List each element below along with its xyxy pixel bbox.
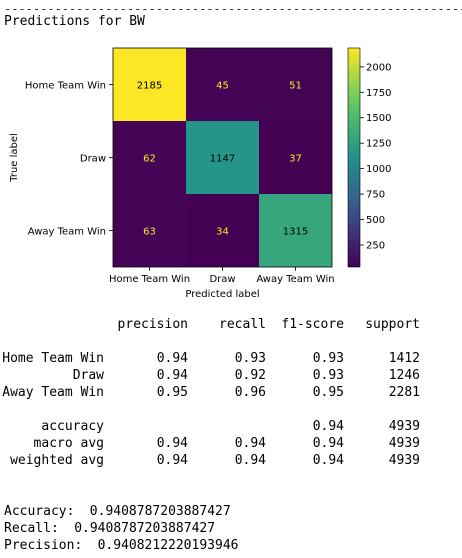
report-header: precision bbox=[117, 317, 188, 332]
colorbar-tick-label: 1750 bbox=[366, 88, 391, 99]
report-row-label: Home Team Win bbox=[2, 351, 104, 366]
report-summary-label: macro avg bbox=[33, 436, 104, 451]
report-cell: 4939 bbox=[388, 436, 420, 451]
heatmap-cell bbox=[259, 194, 332, 267]
colorbar-tick-label: 1500 bbox=[366, 113, 391, 124]
cell-value: 34 bbox=[216, 227, 229, 238]
heatmap-cell bbox=[186, 48, 259, 121]
report-cell: 4939 bbox=[388, 453, 420, 468]
y-tick-label: Draw bbox=[80, 154, 106, 165]
report-cell: 0.94 bbox=[156, 436, 188, 451]
report-cell: 0.93 bbox=[312, 351, 344, 366]
colorbar-tick-label: 2000 bbox=[366, 62, 391, 73]
heatmap-cell bbox=[186, 194, 259, 267]
report-header: support bbox=[365, 317, 420, 332]
report-cell: 0.94 bbox=[156, 368, 188, 383]
report-cell: 0.94 bbox=[312, 419, 344, 434]
report-cell: 0.94 bbox=[312, 453, 344, 468]
cell-value: 63 bbox=[143, 227, 156, 238]
cell-value: 2185 bbox=[137, 81, 162, 92]
report-cell: 0.94 bbox=[156, 351, 188, 366]
colorbar-tick-label: 750 bbox=[366, 190, 385, 201]
report-cell: 0.94 bbox=[234, 453, 266, 468]
x-tick-label: Away Team Win bbox=[256, 274, 334, 285]
metric-value: 0.9408787203887427 bbox=[74, 521, 216, 536]
metric-label: Precision: bbox=[4, 538, 83, 553]
x-axis-label: Predicted label bbox=[185, 289, 259, 300]
cell-value: 62 bbox=[143, 154, 156, 165]
metric-value: 0.9408787203887427 bbox=[89, 504, 231, 519]
y-tick-label: Home Team Win bbox=[25, 81, 106, 92]
colorbar-tick-label: 500 bbox=[366, 215, 385, 226]
x-tick-label: Home Team Win bbox=[109, 274, 190, 285]
colorbar bbox=[347, 47, 361, 268]
report-cell: 4939 bbox=[388, 419, 420, 434]
heatmap-cell bbox=[186, 121, 259, 194]
heatmap-cell bbox=[113, 48, 186, 121]
report-summary-label: weighted avg bbox=[10, 453, 104, 468]
report-cell: 2281 bbox=[388, 385, 420, 400]
y-tick-label: Away Team Win bbox=[28, 227, 106, 238]
heatmap-cell bbox=[113, 121, 186, 194]
heatmap-cell bbox=[113, 194, 186, 267]
report-cell: 0.95 bbox=[156, 385, 188, 400]
colorbar-tick-label: 250 bbox=[366, 241, 385, 252]
colorbar-tick-label: 1250 bbox=[366, 139, 391, 150]
metric-label: Accuracy: bbox=[4, 504, 75, 519]
report-header: f1-score bbox=[281, 317, 344, 332]
metric-label: Recall: bbox=[4, 521, 59, 536]
report-cell: 0.95 bbox=[312, 385, 344, 400]
colorbar-tick-label: 1000 bbox=[366, 164, 391, 175]
report-row-label: Draw bbox=[72, 368, 104, 383]
report-cell: 0.94 bbox=[234, 436, 266, 451]
report-row-label: Away Team Win bbox=[2, 385, 104, 400]
heatmap-cell bbox=[259, 48, 332, 121]
report-cell: 1412 bbox=[388, 351, 420, 366]
output-title: Predictions for BW bbox=[4, 14, 145, 29]
cell-value: 1315 bbox=[283, 227, 308, 238]
report-cell: 0.93 bbox=[312, 368, 344, 383]
report-cell: 0.94 bbox=[312, 436, 344, 451]
report-cell: 0.92 bbox=[234, 368, 266, 383]
cell-value: 45 bbox=[216, 81, 229, 92]
report-cell: 0.93 bbox=[234, 351, 266, 366]
cell-value: 1147 bbox=[210, 154, 235, 165]
metric-value: 0.9408212220193946 bbox=[97, 538, 239, 553]
cell-value: 51 bbox=[289, 81, 302, 92]
confusion-matrix-chart: 2185 45 51 62 1147 37 63 34 1315 Home Team Win Dra… bbox=[9, 47, 391, 300]
report-header: recall bbox=[219, 317, 266, 332]
report-summary-label: accuracy bbox=[41, 419, 104, 434]
heatmap-cell bbox=[259, 121, 332, 194]
separator-line: ----------------------------------------… bbox=[4, 2, 462, 16]
cell-value: 37 bbox=[289, 154, 302, 165]
report-cell: 0.96 bbox=[234, 385, 266, 400]
y-axis-label: True label bbox=[9, 133, 20, 183]
report-cell: 1246 bbox=[388, 368, 420, 383]
report-cell: 0.94 bbox=[156, 453, 188, 468]
x-tick-label: Draw bbox=[209, 274, 235, 285]
